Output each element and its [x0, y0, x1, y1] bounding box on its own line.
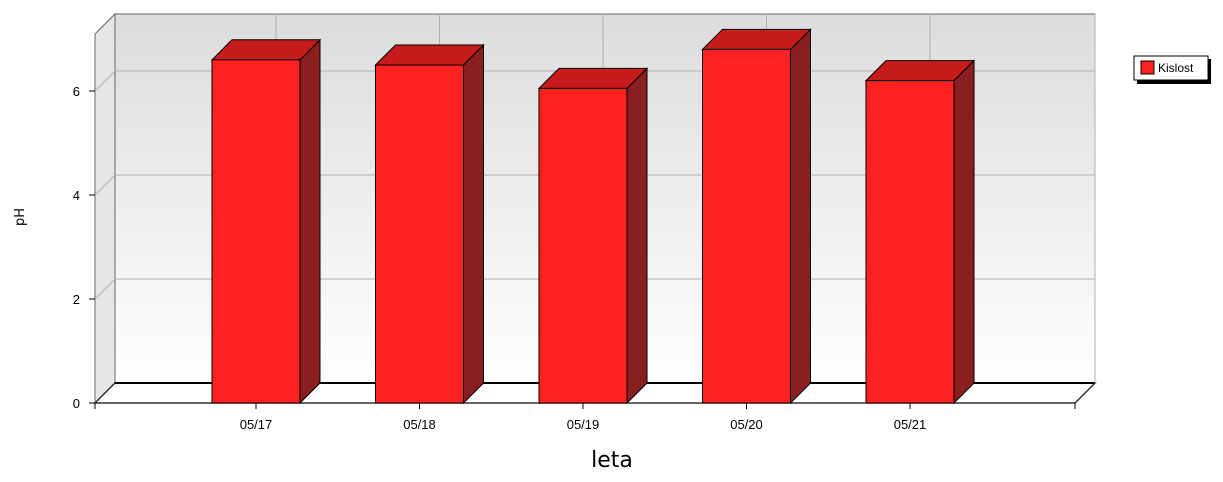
bar-front [538, 87, 628, 404]
bar-05/17 [210, 38, 322, 405]
x-axis: 05/17 05/18 05/19 05/20 05/21 [94, 403, 1076, 432]
x-tick-label: 05/19 [567, 417, 600, 432]
bar-05/18 [374, 43, 485, 405]
x-axis-title: leta [591, 448, 633, 473]
bar-05/21 [864, 59, 976, 405]
x-tick-label: 05/21 [894, 417, 927, 432]
gridline-h-side [94, 70, 116, 92]
bar-front [375, 64, 464, 404]
bar-side [626, 67, 648, 405]
bars [210, 28, 976, 405]
gridline-h-side [94, 174, 116, 196]
bar-front [865, 80, 955, 404]
y-tick-label: 2 [73, 292, 80, 307]
y-tick-label: 0 [73, 396, 80, 411]
bar-side [790, 28, 811, 405]
legend-swatch [1140, 60, 1155, 75]
legend: Kislost [1133, 55, 1211, 84]
y-axis-title: pH [13, 208, 28, 226]
left-wall [94, 12, 116, 405]
bar-side [463, 43, 484, 405]
x-tick-label: 05/18 [403, 417, 436, 432]
y-tick-label: 6 [73, 84, 80, 99]
bar-05/19 [537, 67, 649, 405]
bar-side [299, 38, 321, 405]
y-tick-label: 4 [73, 188, 80, 203]
bar-05/20 [701, 28, 812, 405]
bar-front [702, 48, 791, 404]
bar-side [953, 59, 975, 405]
bar-front [211, 59, 301, 404]
y-axis: 0 2 4 6 [73, 84, 95, 411]
x-tick-label: 05/20 [730, 417, 763, 432]
gridline-h-side [94, 278, 116, 300]
legend-label: Kislost [1158, 61, 1194, 75]
x-tick-label: 05/17 [240, 417, 273, 432]
